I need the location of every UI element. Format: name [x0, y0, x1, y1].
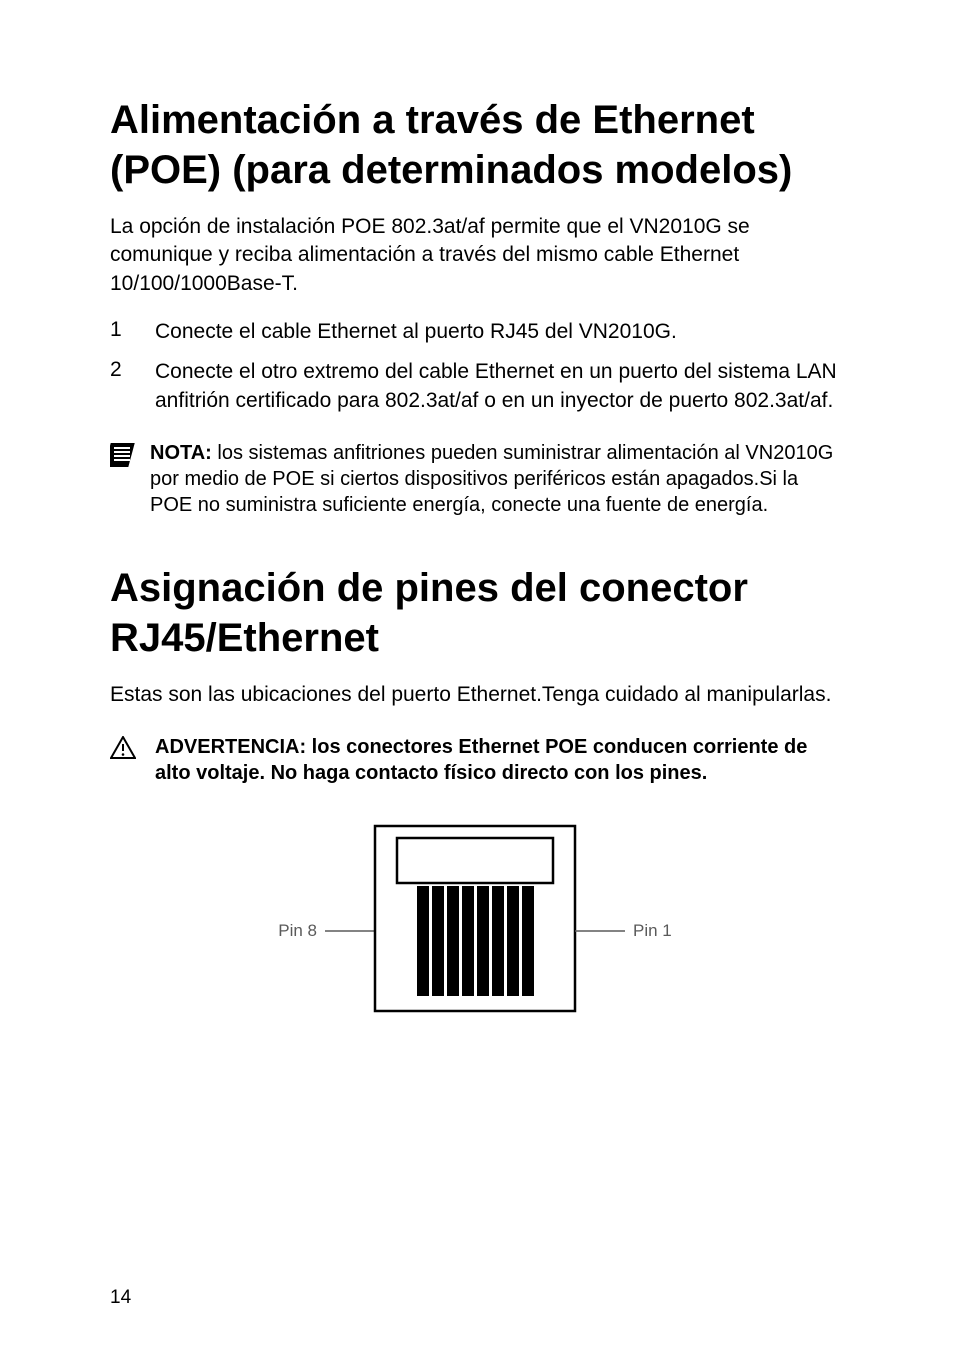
note-label: NOTA: [150, 442, 212, 464]
note-text: NOTA: los sistemas anfitriones pueden su… [150, 440, 844, 518]
step-text: Conecte el cable Ethernet al puerto RJ45… [155, 318, 677, 346]
step-number: 1 [110, 318, 155, 346]
step-number: 2 [110, 358, 155, 415]
pin1-label: Pin 1 [633, 921, 672, 940]
warning-block: ADVERTENCIA: los conectores Ethernet POE… [110, 734, 844, 786]
note-icon [110, 440, 150, 518]
list-item: 2 Conecte el otro extremo del cable Ethe… [110, 358, 844, 415]
rj45-diagram: Pin 8 Pin 1 [110, 816, 844, 1026]
poe-steps-list: 1 Conecte el cable Ethernet al puerto RJ… [110, 318, 844, 415]
pin8-label: Pin 8 [278, 921, 317, 940]
note-block: NOTA: los sistemas anfitriones pueden su… [110, 440, 844, 518]
note-body: los sistemas anfitriones pueden suminist… [150, 442, 833, 516]
pinout-heading: Asignación de pines del conector RJ45/Et… [110, 563, 844, 663]
list-item: 1 Conecte el cable Ethernet al puerto RJ… [110, 318, 844, 346]
pinout-intro: Estas son las ubicaciones del puerto Eth… [110, 681, 844, 709]
warning-text: ADVERTENCIA: los conectores Ethernet POE… [155, 734, 844, 786]
step-text: Conecte el otro extremo del cable Ethern… [155, 358, 844, 415]
poe-intro: La opción de instalación POE 802.3at/af … [110, 213, 844, 298]
poe-heading: Alimentación a través de Ethernet (POE) … [110, 95, 844, 195]
warning-icon [110, 734, 155, 786]
page-number: 14 [110, 1287, 131, 1309]
